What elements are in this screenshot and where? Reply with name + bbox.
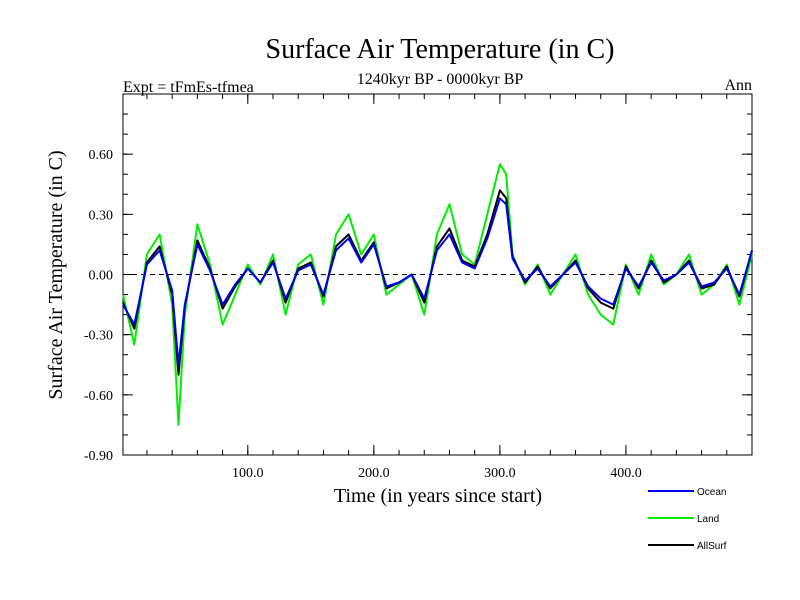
season-label: Ann [724, 77, 752, 94]
legend: Ocean Land AllSurf [648, 487, 727, 552]
x-tick-label: 100.0 [232, 466, 264, 481]
y-axis-label: Surface Air Temperature (in C) [45, 150, 67, 399]
plot-area: -0.90 -0.60 -0.30 0.00 0.30 0.60 100.0 200.0 300… [84, 93, 753, 481]
y-tick-label: -0.30 [84, 329, 113, 344]
y-tick-label: -0.90 [84, 449, 113, 464]
x-axis-label: Time (in years since start) [334, 485, 542, 507]
chart-subtitle: 1240kyr BP - 0000kyr BP [357, 71, 524, 88]
chart-title: Surface Air Temperature (in C) [266, 34, 615, 65]
x-tick-label: 200.0 [358, 466, 390, 481]
x-tick-label: 400.0 [610, 466, 642, 481]
legend-label-allsurf: AllSurf [697, 541, 727, 552]
series-line-ocean [122, 197, 753, 366]
experiment-label: Expt = tFmEs-tfmea [123, 79, 254, 96]
y-tick-label: 0.60 [89, 148, 114, 163]
x-tick-label: 300.0 [484, 466, 516, 481]
y-tick-label: 0.30 [89, 208, 114, 223]
legend-label-land: Land [697, 514, 719, 525]
y-tick-label: 0.00 [89, 269, 114, 284]
legend-label-ocean: Ocean [697, 487, 726, 498]
series-line-allsurf [122, 189, 753, 376]
y-tick-label: -0.60 [84, 389, 113, 404]
